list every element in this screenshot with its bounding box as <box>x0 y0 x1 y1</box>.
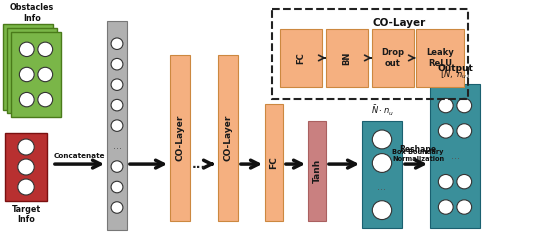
Circle shape <box>438 174 453 189</box>
Bar <box>218 55 238 220</box>
Circle shape <box>18 179 34 195</box>
Text: Leaky
ReLU: Leaky ReLU <box>426 48 454 68</box>
Circle shape <box>19 92 34 107</box>
Text: CO-Layer: CO-Layer <box>224 115 233 161</box>
Circle shape <box>372 130 391 149</box>
Text: CO-Layer: CO-Layer <box>373 18 426 28</box>
Circle shape <box>438 98 453 113</box>
Circle shape <box>18 159 34 175</box>
Text: Output: Output <box>437 64 473 73</box>
Text: Reshape: Reshape <box>400 145 436 154</box>
Text: FC: FC <box>296 52 306 64</box>
Bar <box>372 29 414 87</box>
Text: CO-Layer: CO-Layer <box>176 115 185 161</box>
Bar <box>308 121 326 220</box>
Bar <box>11 32 61 117</box>
Bar <box>326 29 368 87</box>
Text: Tanh: Tanh <box>313 159 321 183</box>
Circle shape <box>111 58 123 70</box>
Text: ...: ... <box>377 182 387 192</box>
Text: Obstacles
Info: Obstacles Info <box>10 3 54 23</box>
Circle shape <box>111 79 123 91</box>
Circle shape <box>111 181 123 193</box>
Bar <box>430 84 480 228</box>
Circle shape <box>457 98 471 113</box>
Bar <box>3 24 53 110</box>
Circle shape <box>18 139 34 155</box>
Circle shape <box>19 42 34 57</box>
Text: BN: BN <box>342 51 352 65</box>
Bar <box>416 29 464 87</box>
Text: Concatenate: Concatenate <box>54 153 105 159</box>
Circle shape <box>111 161 123 172</box>
Circle shape <box>438 200 453 214</box>
Circle shape <box>457 174 471 189</box>
Circle shape <box>372 201 391 219</box>
Bar <box>5 133 47 201</box>
Text: Drop
out: Drop out <box>381 48 404 68</box>
Circle shape <box>38 92 53 107</box>
Circle shape <box>111 38 123 49</box>
Text: $\bar{N} \cdot n_u$: $\bar{N} \cdot n_u$ <box>370 104 394 118</box>
Text: $[N,\ n_u]$: $[N,\ n_u]$ <box>440 69 470 81</box>
Text: FC: FC <box>269 156 279 168</box>
Bar <box>362 121 402 228</box>
Bar <box>265 104 283 220</box>
Circle shape <box>19 67 34 82</box>
Bar <box>7 28 57 113</box>
Bar <box>280 29 322 87</box>
Circle shape <box>111 99 123 111</box>
Bar <box>272 9 468 99</box>
Text: Box Boundary
Normalization: Box Boundary Normalization <box>392 149 444 162</box>
Circle shape <box>438 124 453 138</box>
Circle shape <box>38 67 53 82</box>
Circle shape <box>457 200 471 214</box>
Bar <box>107 21 127 230</box>
Circle shape <box>372 154 391 173</box>
Circle shape <box>38 42 53 57</box>
Text: ...: ... <box>112 141 122 151</box>
Circle shape <box>457 124 471 138</box>
Text: ...: ... <box>192 158 206 171</box>
Text: ...: ... <box>450 151 460 161</box>
Circle shape <box>111 120 123 131</box>
Text: Target
Info: Target Info <box>11 205 40 224</box>
Circle shape <box>111 202 123 213</box>
Bar <box>170 55 190 220</box>
